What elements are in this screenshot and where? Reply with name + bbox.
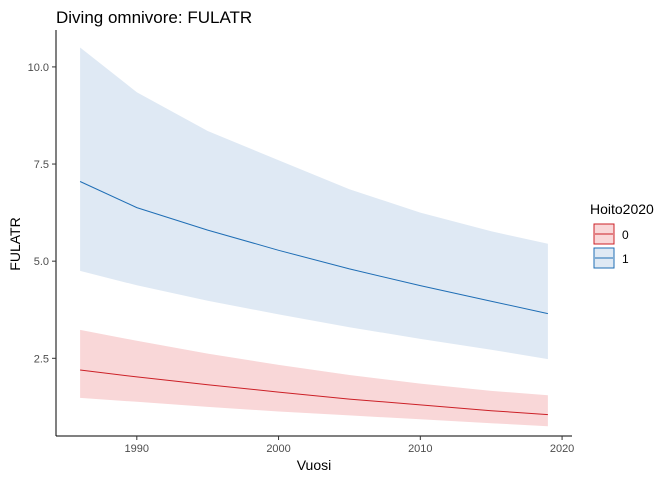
ribbon-series-0 xyxy=(80,329,548,427)
legend-title: Hoito2020 xyxy=(590,201,654,217)
y-tick-label: 10.0 xyxy=(28,62,49,74)
confidence-ribbons xyxy=(80,47,548,427)
y-axis-ticks: 2.5 5.0 7.5 10.0 xyxy=(28,62,56,365)
line-series-1 xyxy=(79,181,549,315)
y-axis-title: FULATR xyxy=(7,217,23,270)
x-tick-label: 2010 xyxy=(408,443,432,455)
x-axis-title: Vuosi xyxy=(297,457,332,473)
series-lines xyxy=(79,181,549,416)
ribbon-series-1 xyxy=(80,47,548,360)
legend: Hoito2020 0 1 xyxy=(590,201,654,269)
line-series-0 xyxy=(80,369,548,416)
y-tick-label: 5.0 xyxy=(34,256,49,268)
x-tick-label: 1990 xyxy=(125,443,149,455)
y-tick-label: 2.5 xyxy=(34,353,49,365)
legend-label-1: 1 xyxy=(622,252,629,266)
chart-title: Diving omnivore: FULATR xyxy=(56,8,252,27)
x-tick-label: 2020 xyxy=(550,443,574,455)
y-tick-label: 7.5 xyxy=(34,159,49,171)
plot-area: 1990 2000 2010 2020 2.5 5.0 7.5 10.0 xyxy=(28,30,574,455)
x-axis-ticks: 1990 2000 2010 2020 xyxy=(125,436,574,455)
legend-label-0: 0 xyxy=(622,228,629,242)
x-tick-label: 2000 xyxy=(266,443,290,455)
